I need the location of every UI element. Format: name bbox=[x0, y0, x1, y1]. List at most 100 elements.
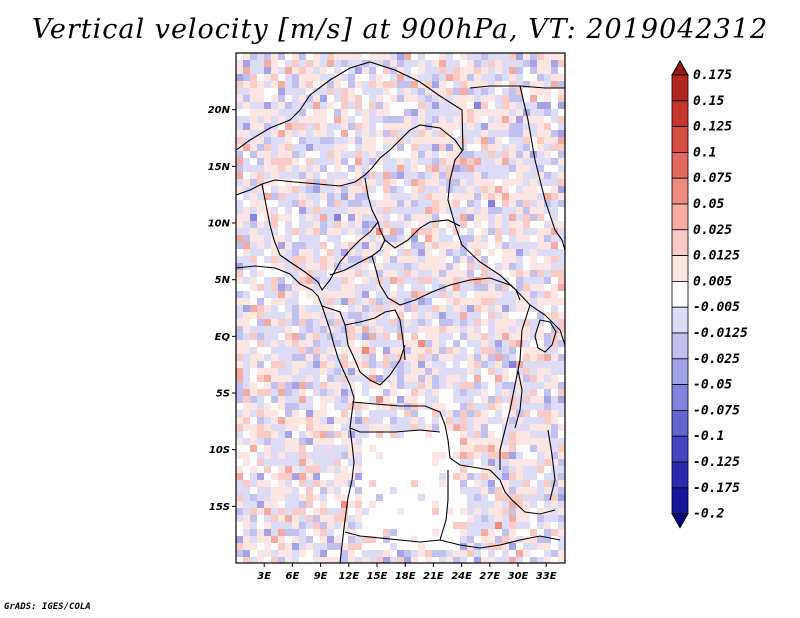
field-cell bbox=[467, 557, 474, 563]
field-cell bbox=[362, 270, 369, 277]
field-cell bbox=[418, 116, 425, 123]
field-cell bbox=[334, 501, 341, 508]
field-cell bbox=[502, 249, 509, 256]
field-cell bbox=[271, 165, 278, 172]
field-cell bbox=[390, 102, 397, 109]
field-cell bbox=[530, 144, 537, 151]
field-cell bbox=[264, 130, 271, 137]
field-cell bbox=[404, 312, 411, 319]
field-cell bbox=[551, 543, 558, 550]
field-cell bbox=[390, 557, 397, 563]
field-cell bbox=[439, 417, 446, 424]
field-cell bbox=[432, 361, 439, 368]
field-cell bbox=[502, 305, 509, 312]
field-cell bbox=[474, 368, 481, 375]
field-cell bbox=[313, 326, 320, 333]
field-cell bbox=[481, 270, 488, 277]
field-cell bbox=[397, 543, 404, 550]
field-cell bbox=[551, 130, 558, 137]
field-cell bbox=[467, 410, 474, 417]
field-cell bbox=[327, 165, 334, 172]
field-cell bbox=[285, 291, 292, 298]
field-cell bbox=[264, 529, 271, 536]
field-cell bbox=[509, 536, 516, 543]
field-cell bbox=[537, 515, 544, 522]
field-cell bbox=[292, 256, 299, 263]
field-cell bbox=[243, 312, 250, 319]
field-cell bbox=[411, 207, 418, 214]
field-cell bbox=[299, 368, 306, 375]
field-cell bbox=[516, 494, 523, 501]
field-cell bbox=[383, 319, 390, 326]
field-cell bbox=[544, 501, 551, 508]
field-cell bbox=[425, 102, 432, 109]
field-cell bbox=[404, 431, 411, 438]
field-cell bbox=[523, 431, 530, 438]
field-cell bbox=[439, 375, 446, 382]
field-cell bbox=[537, 494, 544, 501]
colorbar-label: 0.05 bbox=[693, 197, 724, 212]
field-cell bbox=[299, 144, 306, 151]
field-cell bbox=[362, 417, 369, 424]
field-cell bbox=[495, 459, 502, 466]
field-cell bbox=[439, 396, 446, 403]
field-cell bbox=[439, 74, 446, 81]
colorbar-label: 0.005 bbox=[693, 274, 732, 289]
field-cell bbox=[292, 536, 299, 543]
field-cell bbox=[404, 102, 411, 109]
field-cell bbox=[481, 480, 488, 487]
field-cell bbox=[236, 445, 243, 452]
field-cell bbox=[369, 74, 376, 81]
border-south bbox=[439, 535, 561, 549]
field-cell bbox=[467, 312, 474, 319]
colorbar-label: -0.005 bbox=[693, 300, 740, 315]
field-cell bbox=[537, 550, 544, 557]
field-cell bbox=[376, 480, 383, 487]
field-cell bbox=[418, 445, 425, 452]
field-cell bbox=[397, 291, 404, 298]
field-cell bbox=[488, 200, 495, 207]
field-cell bbox=[544, 550, 551, 557]
field-cell bbox=[509, 256, 516, 263]
field-cell bbox=[404, 207, 411, 214]
field-cell bbox=[523, 74, 530, 81]
field-cell bbox=[306, 382, 313, 389]
field-cell bbox=[369, 333, 376, 340]
field-cell bbox=[411, 256, 418, 263]
field-cell bbox=[495, 340, 502, 347]
field-cell bbox=[432, 354, 439, 361]
field-cell bbox=[530, 53, 537, 60]
field-cell bbox=[502, 102, 509, 109]
field-cell bbox=[313, 515, 320, 522]
field-cell bbox=[362, 480, 369, 487]
field-cell bbox=[313, 340, 320, 347]
field-cell bbox=[495, 333, 502, 340]
field-cell bbox=[474, 200, 481, 207]
field-cell bbox=[439, 88, 446, 95]
field-cell bbox=[537, 130, 544, 137]
field-cell bbox=[537, 459, 544, 466]
field-cell bbox=[355, 515, 362, 522]
field-cell bbox=[516, 102, 523, 109]
field-cell bbox=[299, 165, 306, 172]
field-cell bbox=[327, 102, 334, 109]
field-cell bbox=[460, 515, 467, 522]
field-cell bbox=[523, 277, 530, 284]
field-cell bbox=[348, 81, 355, 88]
field-cell bbox=[467, 487, 474, 494]
field-cell bbox=[320, 445, 327, 452]
field-cell bbox=[285, 452, 292, 459]
field-cell bbox=[467, 221, 474, 228]
lat-tick-label: 10N bbox=[208, 219, 231, 230]
field-cell bbox=[558, 361, 565, 368]
field-cell bbox=[530, 67, 537, 74]
field-cell bbox=[397, 53, 404, 60]
field-cell bbox=[376, 305, 383, 312]
field-cell bbox=[425, 277, 432, 284]
field-cell bbox=[383, 473, 390, 480]
field-cell bbox=[362, 165, 369, 172]
field-cell bbox=[271, 480, 278, 487]
field-cell bbox=[383, 410, 390, 417]
field-cell bbox=[250, 522, 257, 529]
field-cell bbox=[285, 137, 292, 144]
